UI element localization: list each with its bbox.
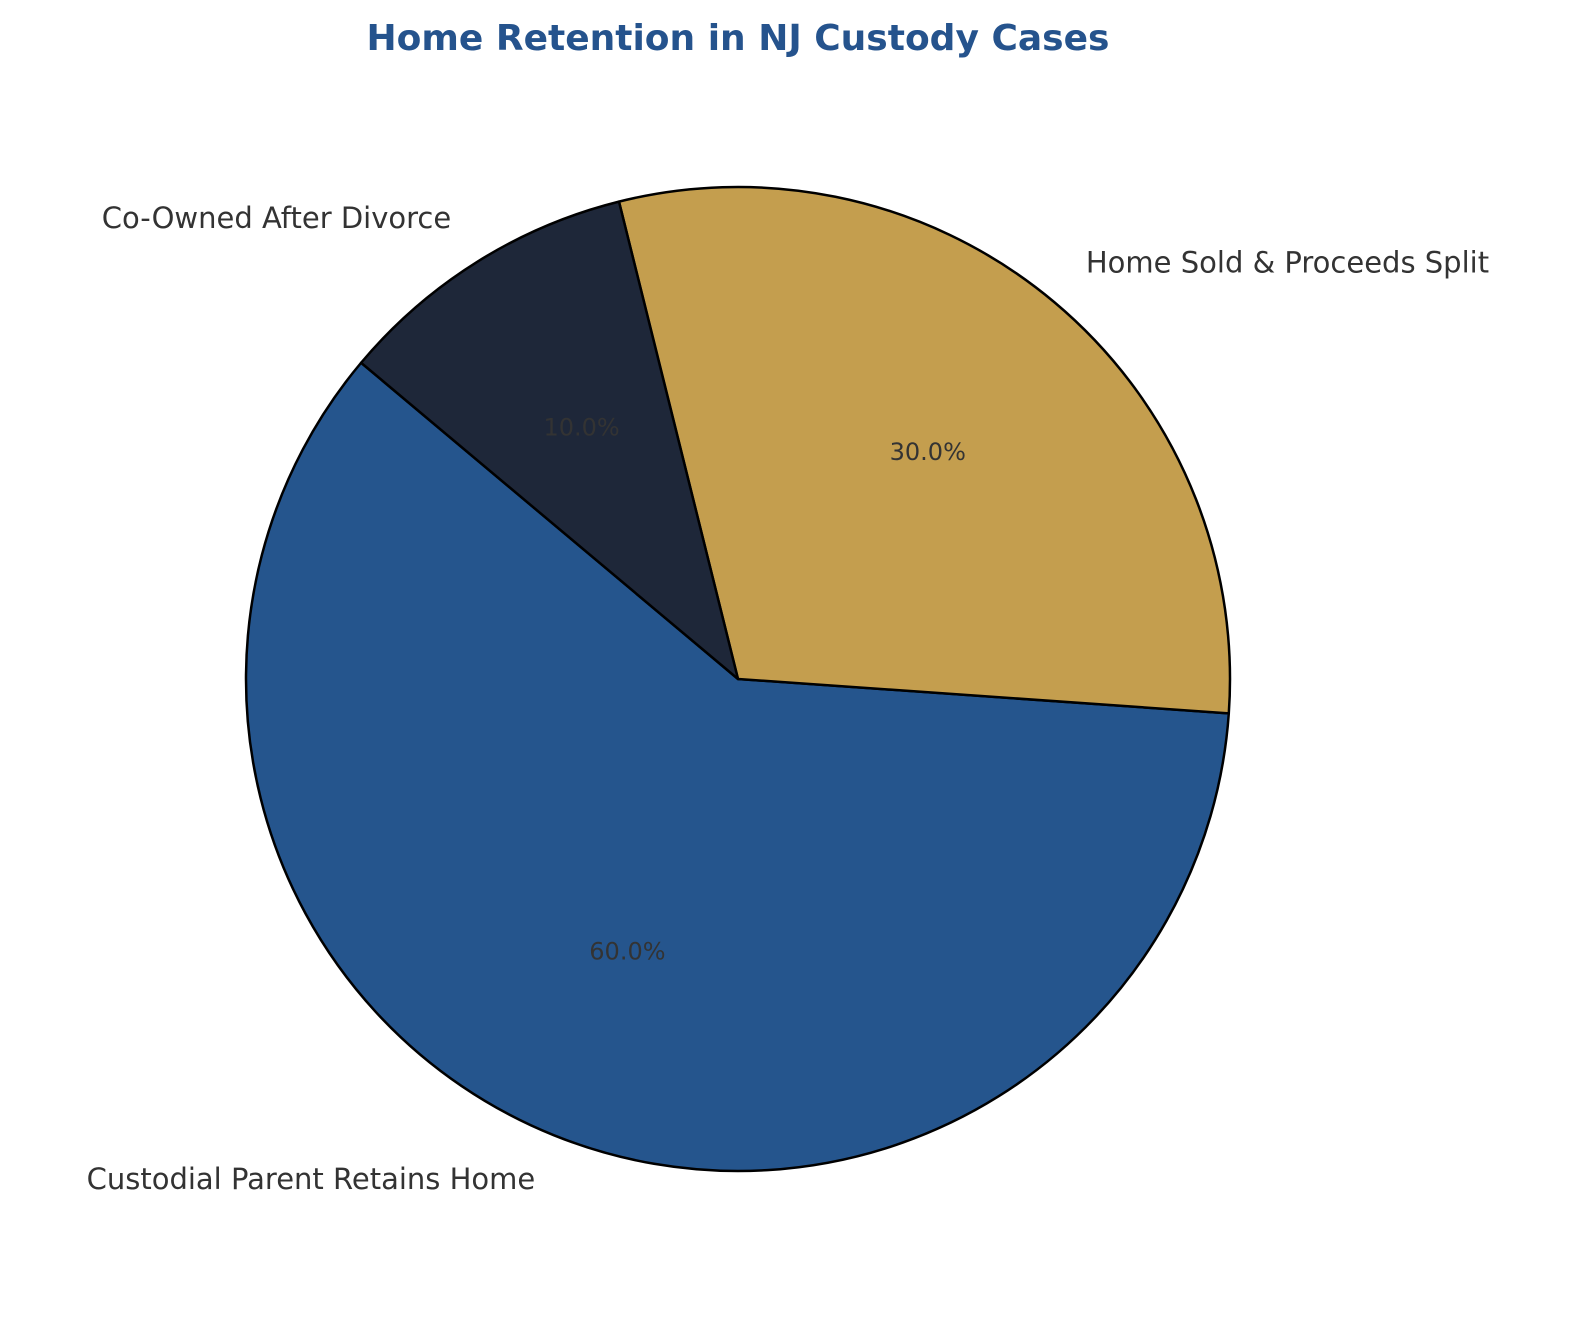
pie-labels: Custodial Parent Retains Home 60.0% Home S… [87, 201, 1489, 1196]
slice-percent-co-owned-after-divorce: 10.0% [543, 414, 619, 442]
slice-percent-custodial-parent-retains-home: 60.0% [589, 938, 665, 966]
pie-slice-custodial-parent-retains-home [244, 361, 1231, 1173]
pie-slices [244, 185, 1232, 1173]
slice-percent-home-sold-and-proceeds-split: 30.0% [890, 438, 966, 466]
chart-title: Home Retention in NJ Custody Cases [367, 18, 1110, 59]
pie-slice-home-sold-and-proceeds-split [617, 185, 1232, 715]
slice-label-home-sold-and-proceeds-split: Home Sold & Proceeds Split [1086, 245, 1489, 279]
slice-label-custodial-parent-retains-home: Custodial Parent Retains Home [87, 1162, 536, 1196]
slice-label-co-owned-after-divorce: Co-Owned After Divorce [102, 201, 451, 235]
pie-slice-co-owned-after-divorce [359, 200, 740, 681]
